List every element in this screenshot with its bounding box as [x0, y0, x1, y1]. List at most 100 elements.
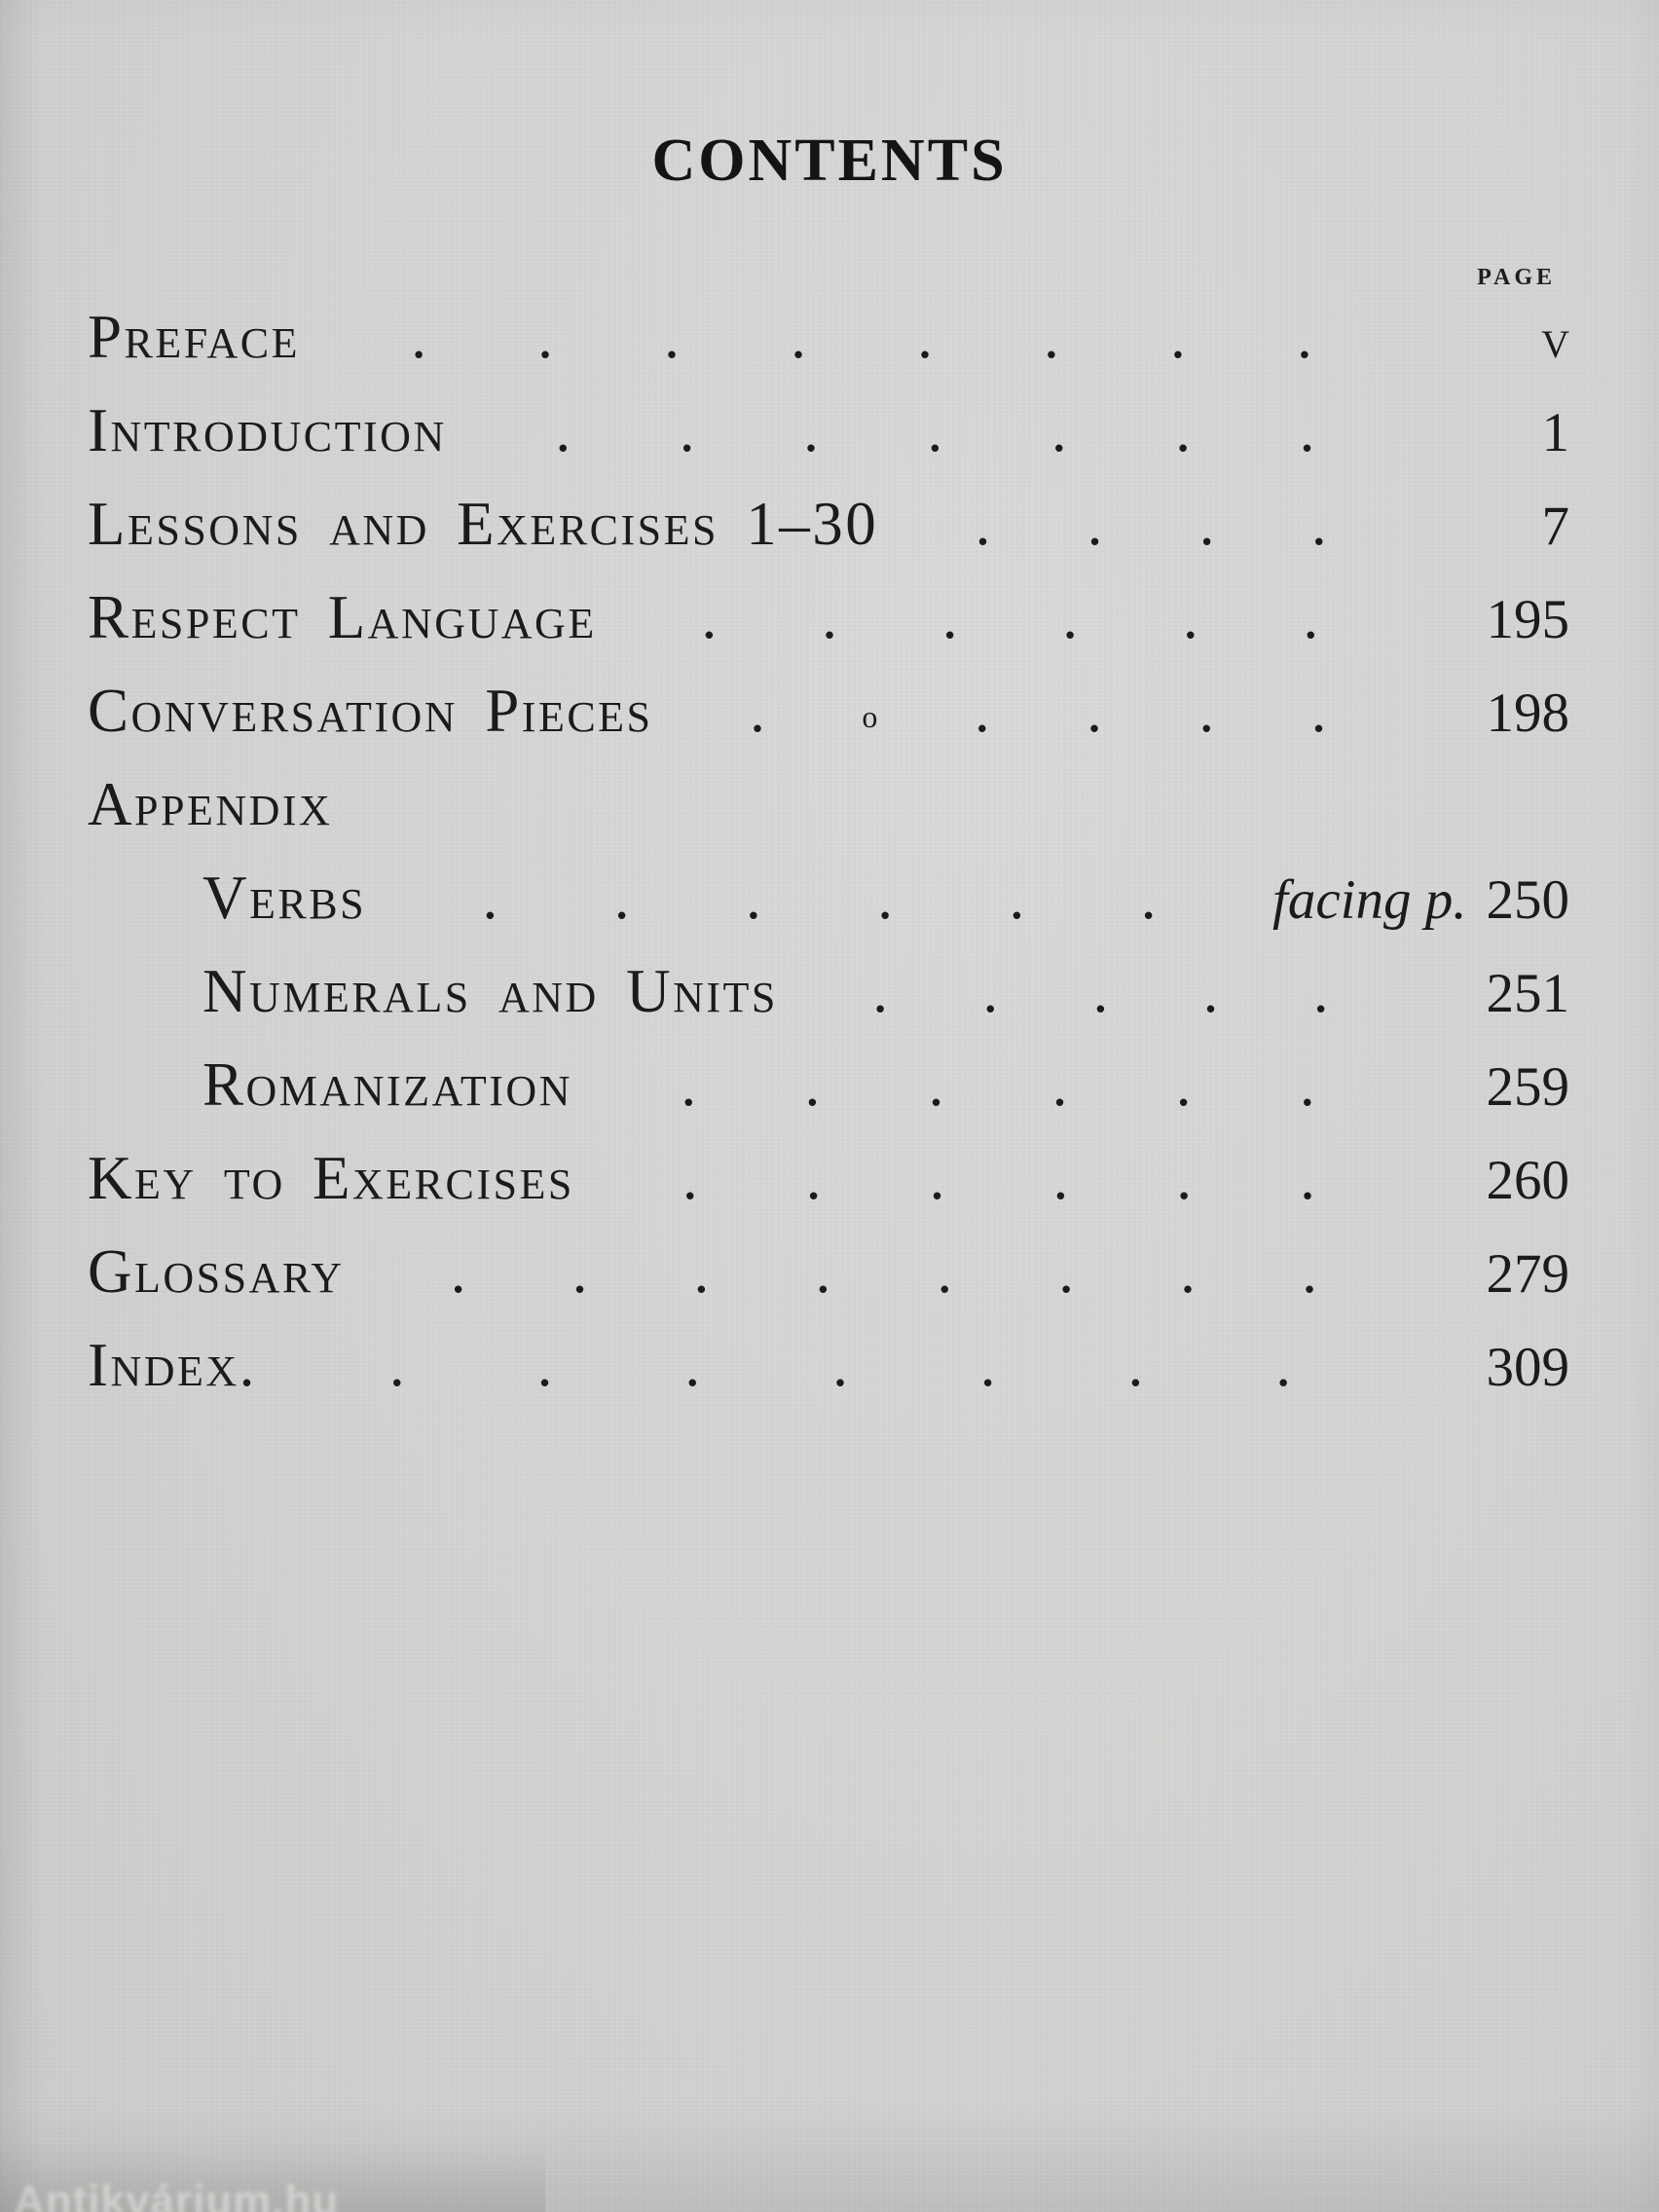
- leader-dot: .: [1299, 400, 1315, 461]
- leader-dot: .: [822, 587, 837, 648]
- leader-dot: .: [571, 1241, 588, 1303]
- leader-dot: .: [388, 1335, 405, 1396]
- page-number: 1: [1541, 402, 1570, 463]
- leader-dot: .: [982, 961, 999, 1022]
- leader-dot: .: [555, 400, 571, 461]
- leader-dot: .: [1051, 400, 1067, 461]
- page-number: 198: [1486, 682, 1570, 744]
- page-cell: 7: [1423, 495, 1570, 558]
- toc-row: Appendix: [88, 769, 1569, 863]
- page-cell: 259: [1423, 1055, 1570, 1119]
- page-cell: v: [1423, 308, 1569, 371]
- leader-dot: .: [613, 867, 630, 929]
- page-cell: facing p. 250: [1272, 868, 1569, 932]
- leader-dot: .: [1087, 681, 1102, 742]
- leader-dot: .: [1175, 400, 1191, 461]
- leader-dot: .: [701, 587, 718, 648]
- leader-dots: .......: [447, 400, 1423, 461]
- leader-dot: o: [862, 699, 878, 734]
- leader-dot: .: [979, 1335, 996, 1396]
- toc-row: Romanization ...... 259: [88, 1050, 1569, 1143]
- leader-dots: ......: [574, 1148, 1423, 1209]
- leader-dot: .: [1092, 961, 1109, 1022]
- toc-entry-label: Index.: [88, 1331, 257, 1399]
- leader-dot: .: [803, 400, 819, 461]
- leader-dot: .: [1302, 1241, 1317, 1303]
- leader-dot: .: [664, 307, 680, 368]
- leader-dot: .: [1299, 1054, 1315, 1116]
- leader-dots: .....: [778, 961, 1423, 1022]
- leader-dot: .: [1051, 1054, 1068, 1116]
- leader-dots: ........: [345, 1241, 1423, 1303]
- page-title: CONTENTS: [651, 128, 1008, 194]
- leader-dot: .: [917, 307, 933, 368]
- toc-entry-label: Romanization: [203, 1051, 572, 1119]
- leader-dot: .: [1009, 867, 1025, 929]
- toc-entry-label: Introduction: [88, 396, 447, 464]
- leader-dot: .: [1087, 494, 1103, 555]
- leader-dot: .: [1310, 494, 1327, 555]
- toc-row: Introduction ....... 1: [88, 395, 1569, 489]
- leader-dot: .: [791, 307, 806, 368]
- leader-dot: .: [682, 1148, 698, 1209]
- leader-dot: .: [1198, 494, 1215, 555]
- toc-entry-label: Numerals and Units: [203, 957, 778, 1025]
- toc-row: Verbs ...... facing p. 250: [88, 863, 1569, 956]
- leader-dot: .: [805, 1148, 822, 1209]
- leader-dot: .: [1312, 961, 1329, 1022]
- page-column-header: PAGE: [1477, 265, 1556, 290]
- toc-entry-label: Verbs: [203, 864, 367, 932]
- toc-entry-label: Respect Language: [88, 583, 597, 651]
- leader-dot: .: [482, 867, 498, 929]
- leader-dot: .: [877, 867, 893, 929]
- leader-dot: .: [1140, 867, 1157, 929]
- leader-dots: ......: [572, 1054, 1423, 1116]
- leader-dot: .: [1182, 587, 1198, 648]
- leader-dot: .: [1275, 1335, 1291, 1396]
- toc-entry-label: Glossary: [88, 1237, 345, 1306]
- leader-dot: .: [927, 400, 943, 461]
- page-number: 260: [1486, 1150, 1570, 1211]
- leader-dot: .: [450, 1241, 466, 1303]
- page-number: 279: [1486, 1243, 1570, 1305]
- leader-dot: .: [411, 307, 426, 368]
- page-number: 309: [1486, 1337, 1570, 1398]
- toc-entry-label: Preface: [88, 303, 300, 371]
- leader-dot: .: [941, 587, 958, 648]
- toc-row: Index. ....... 309: [88, 1330, 1569, 1423]
- page-cell: 260: [1423, 1149, 1570, 1212]
- leader-dots: .......: [257, 1335, 1423, 1396]
- leader-dot: .: [1180, 1241, 1196, 1303]
- page-number: 250: [1486, 869, 1570, 931]
- toc-row: Lessons and Exercises 1–30 .... 7: [88, 489, 1569, 582]
- toc-entry-label: Lessons and Exercises 1–30: [88, 490, 879, 558]
- toc-row: Numerals and Units ..... 251: [88, 956, 1569, 1050]
- toc-row: Respect Language ...... 195: [88, 582, 1569, 676]
- leader-dots: ......: [366, 867, 1272, 929]
- leader-dot: .: [815, 1241, 831, 1303]
- leader-dot: .: [1058, 1241, 1074, 1303]
- leader-dot: .: [679, 400, 695, 461]
- watermark: Antikvárium.hu: [14, 2177, 340, 2212]
- leader-dot: .: [681, 1054, 697, 1116]
- leader-dot: .: [1300, 1148, 1315, 1209]
- leader-dot: .: [536, 1335, 553, 1396]
- page-cell: 251: [1423, 962, 1570, 1025]
- leader-dot: .: [1127, 1335, 1144, 1396]
- toc-row: Glossary ........ 279: [88, 1236, 1569, 1330]
- page-cell: 195: [1423, 588, 1570, 651]
- leader-dot: .: [1044, 307, 1059, 368]
- page-number: 195: [1486, 589, 1570, 650]
- leader-dot: .: [872, 961, 888, 1022]
- leader-dot: .: [1310, 681, 1327, 742]
- leader-dots: ........: [300, 307, 1423, 368]
- page-cell: 309: [1423, 1336, 1570, 1399]
- leader-dot: .: [1202, 961, 1219, 1022]
- leader-dot: .: [832, 1335, 848, 1396]
- leader-dot: .: [975, 494, 991, 555]
- leader-dot: .: [693, 1241, 710, 1303]
- page-cell: 198: [1423, 682, 1570, 745]
- leader-dot: .: [1052, 1148, 1069, 1209]
- page-number: v: [1541, 309, 1569, 370]
